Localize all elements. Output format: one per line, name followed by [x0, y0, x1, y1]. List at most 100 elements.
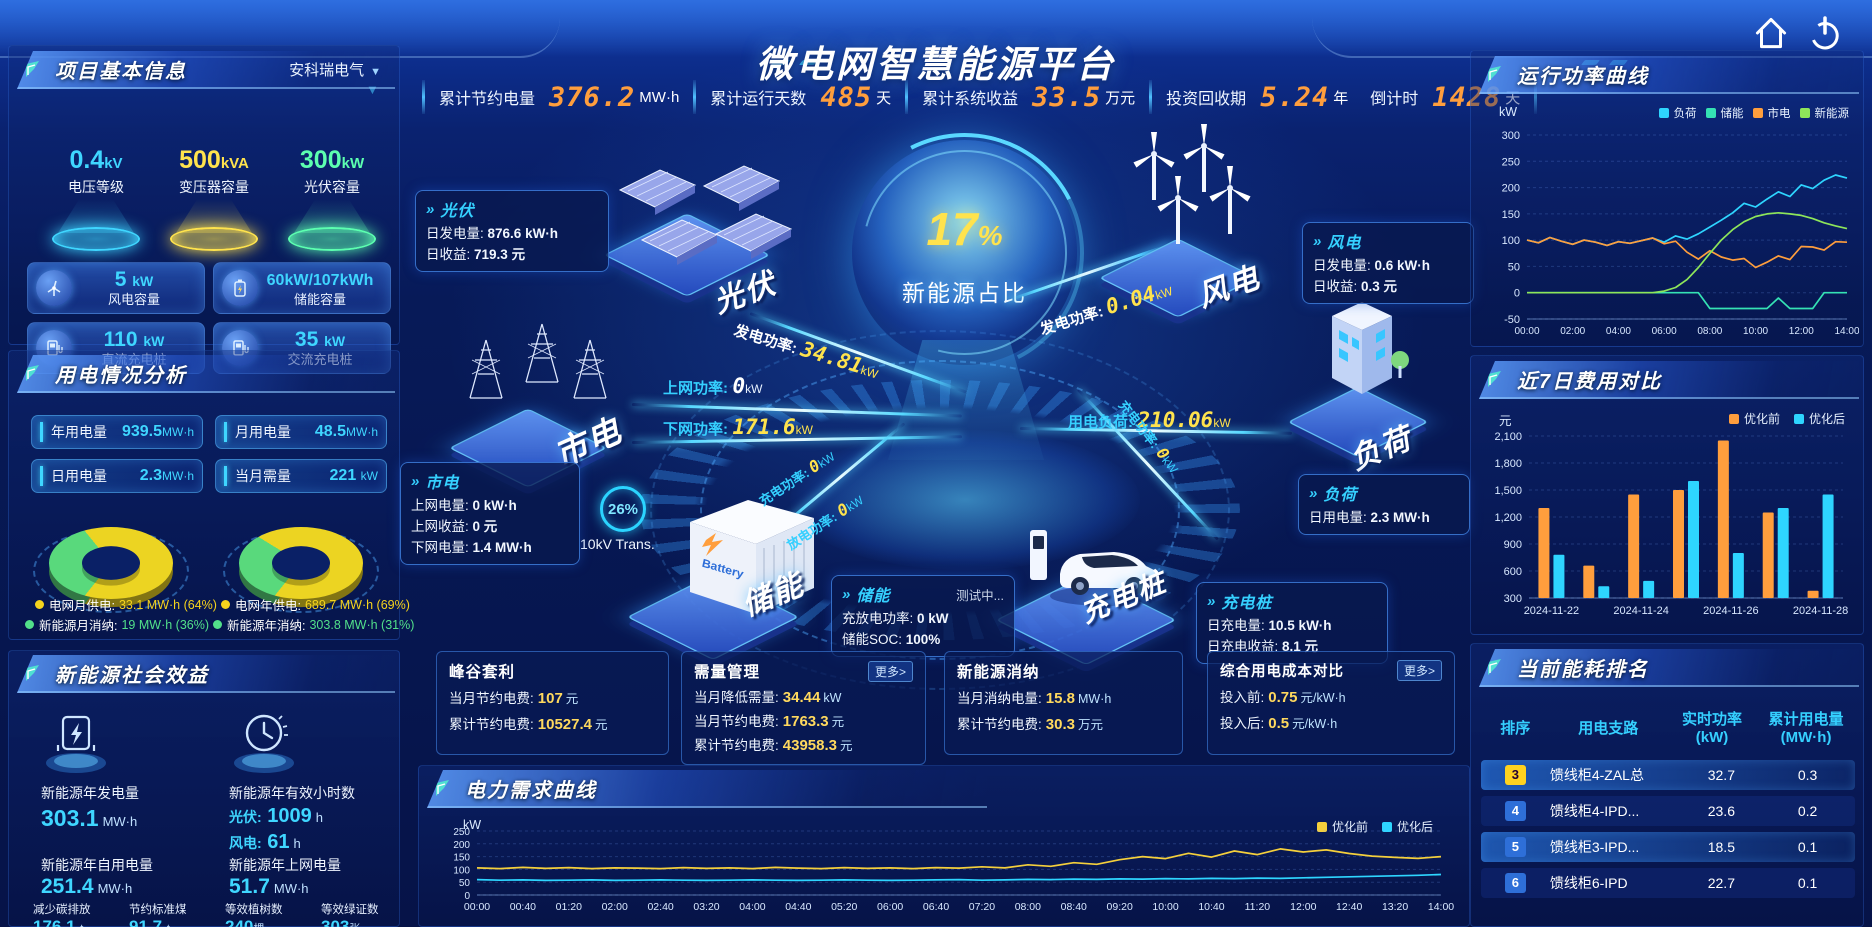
- ranking-panel: 当前能耗排名 排序 用电支路 实时功率 (kW) 累计用电量 (MW·h) 3 馈线柜…: [1470, 643, 1864, 927]
- renewable-share-label: 新能源占比: [902, 280, 1027, 306]
- cost-panel: 近7日费用对比 元 优化前 优化后 2,100 1,800 1,500 1,200 90…: [1470, 355, 1864, 635]
- arbitrage-kpi-panel: 峰谷套利 当月节约电费: 107 元 累计节约电费: 10527.4 元: [436, 651, 669, 755]
- card-value: 110 kW: [103, 328, 165, 351]
- arrow-icon: »: [1313, 232, 1322, 250]
- svg-text:150: 150: [453, 853, 470, 864]
- stat-label: 累计运行天数: [710, 91, 807, 108]
- svg-text:2,100: 2,100: [1494, 431, 1522, 443]
- stat-value: 376.2: [549, 81, 636, 113]
- svg-text:00:00: 00:00: [1514, 326, 1539, 337]
- renewable-consume-kpi-panel: 新能源消纳 当月消纳电量: 15.8 MW·h 累计节约电费: 30.3 万元: [944, 651, 1183, 755]
- benefit-panel: 新能源社会效益 新能源年发电量 303.1 MW·h 新能源年有效小时数 光伏: …: [8, 650, 400, 927]
- panel-title: 运行功率曲线: [1517, 65, 1649, 88]
- legend-swatch-icon: [1658, 108, 1669, 118]
- branch-name: 馈线柜4-ZAL总: [1549, 767, 1644, 783]
- legend-swatch-icon: [1705, 108, 1716, 118]
- dot-icon: [25, 620, 34, 629]
- stat-value: 5.24: [1260, 81, 1330, 113]
- cost-panel-header: 近7日费用对比: [1479, 361, 1859, 399]
- realtime-power: 23.6: [1707, 803, 1735, 819]
- svg-text:02:00: 02:00: [1560, 326, 1585, 337]
- svg-text:1,800: 1,800: [1494, 458, 1522, 470]
- charger-info-box: » 充电桩 日充电量: 10.5 kW·h 日充电收益: 8.1 元: [1196, 582, 1388, 664]
- benefit-label: 新能源年自用电量: [41, 857, 153, 873]
- col-rank: 排序: [1500, 719, 1531, 737]
- chevron-down-icon: ▼: [370, 65, 381, 78]
- company-select[interactable]: 安科瑞电气 ▼: [289, 61, 381, 79]
- corner-flag-icon: [26, 61, 39, 77]
- svg-text:10:00: 10:00: [1152, 901, 1178, 913]
- svg-text:300: 300: [1504, 593, 1522, 605]
- legend-swatch-icon: [1793, 414, 1804, 424]
- project-panel: 项目基本信息 安科瑞电气 ▼ 0.4kV 电压等级 500kVA 变压器容量 30…: [8, 45, 400, 374]
- energy-total: 0.3: [1797, 767, 1818, 783]
- rank-row: 5 馈线柜3-IPD... 18.5 0.1: [1481, 832, 1855, 862]
- corner-flag-icon: [1488, 659, 1501, 675]
- svg-text:11:20: 11:20: [1245, 901, 1271, 913]
- svg-text:100: 100: [453, 865, 470, 876]
- corner-flag-icon: [26, 365, 39, 381]
- pv-info-box: » 光伏 日发电量: 876.6 kW·h 日收益: 719.3 元: [415, 190, 609, 272]
- building-icon: [1332, 302, 1409, 394]
- ranking-panel-header: 当前能耗排名: [1479, 649, 1859, 687]
- energy-total: 0.2: [1797, 803, 1818, 819]
- wind-turbines-icon: [1133, 124, 1251, 244]
- col-energy: 累计用电量 (MW·h): [1768, 711, 1844, 746]
- svg-text:2024-11-26: 2024-11-26: [1703, 605, 1758, 617]
- hours-clock-icon: [234, 714, 294, 773]
- wind-info-box: » 风电 日发电量: 0.6 kW·h 日收益: 0.3 元: [1302, 222, 1474, 304]
- rank-rows: 3 馈线柜4-ZAL总 32.7 0.3 4 馈线柜4-IPD... 23.6 0.2 5 馈线柜…: [1481, 760, 1855, 904]
- pedestal-value: 0.4kV: [69, 146, 123, 174]
- status-badge: 测试中...: [956, 588, 1004, 603]
- rank-badge: 5: [1505, 837, 1526, 857]
- svg-text:12:00: 12:00: [1789, 326, 1814, 337]
- svg-text:2024-11-24: 2024-11-24: [1613, 605, 1668, 617]
- cost-legend: 优化前 优化后: [1728, 410, 1845, 427]
- usage-panel: 用电情况分析 年用电量 939.5MW·h 月用电量 48.5MW·h 日用电量 2.…: [8, 350, 414, 640]
- svg-text:10:40: 10:40: [1198, 901, 1224, 913]
- col-power: 实时功率 (kW): [1682, 711, 1743, 746]
- ev-car-icon: [1030, 530, 1166, 606]
- battery-icon: [222, 270, 258, 306]
- pv-hours-value: 光伏: 1009 h: [229, 805, 323, 827]
- storage-info-box: » 储能 测试中... 充放电功率: 0 kW 储能SOC: 100%: [831, 575, 1015, 657]
- home-icon[interactable]: [1752, 14, 1790, 52]
- ranking-table-header: 排序 用电支路 实时功率 (kW) 累计用电量 (MW·h): [1481, 708, 1855, 746]
- more-button[interactable]: 更多>: [867, 660, 913, 682]
- load-flow: 用电负荷: 210.06kW: [1068, 408, 1231, 432]
- dot-icon: [35, 600, 44, 609]
- holo-base-icon: [790, 430, 1140, 570]
- y-axis-unit: kW: [463, 818, 482, 832]
- arrow-icon: »: [842, 585, 851, 603]
- svg-text:03:20: 03:20: [693, 901, 719, 913]
- rank-row: 6 馈线柜6-IPD 22.7 0.1: [1481, 868, 1855, 898]
- demand-legend: 优化前 优化后: [1316, 818, 1433, 835]
- svg-text:0: 0: [464, 891, 470, 902]
- wind-hours-value: 风电: 61 h: [229, 831, 301, 853]
- col-branch: 用电支路: [1578, 719, 1639, 737]
- charger-post-icon: [1030, 530, 1047, 580]
- svg-text:50: 50: [459, 878, 471, 889]
- arrow-icon: »: [411, 472, 420, 490]
- svg-text:00:00: 00:00: [464, 901, 490, 913]
- more-button[interactable]: 更多>: [1396, 660, 1442, 681]
- svg-text:250: 250: [453, 827, 470, 838]
- transformer-pedestal: 500kVA 变压器容量: [155, 146, 273, 251]
- rank-badge: 3: [1505, 765, 1526, 785]
- power-icon[interactable]: [1806, 14, 1844, 52]
- legend-grid-year: 电网年供电: 689.7 MW·h (69%): [221, 595, 410, 614]
- branch-name: 馈线柜3-IPD...: [1549, 839, 1640, 855]
- svg-text:05:20: 05:20: [831, 901, 857, 913]
- card-label: 储能容量: [293, 291, 346, 307]
- svg-text:100: 100: [1502, 235, 1520, 247]
- storage-capacity-card: 60kW/107kWh 储能容量: [213, 262, 391, 314]
- page-title: 微电网智慧能源平台: [756, 44, 1116, 85]
- grid-export-flow: 上网功率: 0kW: [663, 374, 763, 398]
- year-supply-donut: [239, 527, 363, 608]
- center-orb: 17% 新能源占比: [852, 140, 1077, 365]
- corner-flag-icon: [1488, 371, 1501, 387]
- svg-text:900: 900: [1504, 539, 1522, 551]
- grid-import-flow: 下网功率: 171.6kW: [663, 415, 813, 439]
- stat-label: 倒计时: [1370, 91, 1419, 108]
